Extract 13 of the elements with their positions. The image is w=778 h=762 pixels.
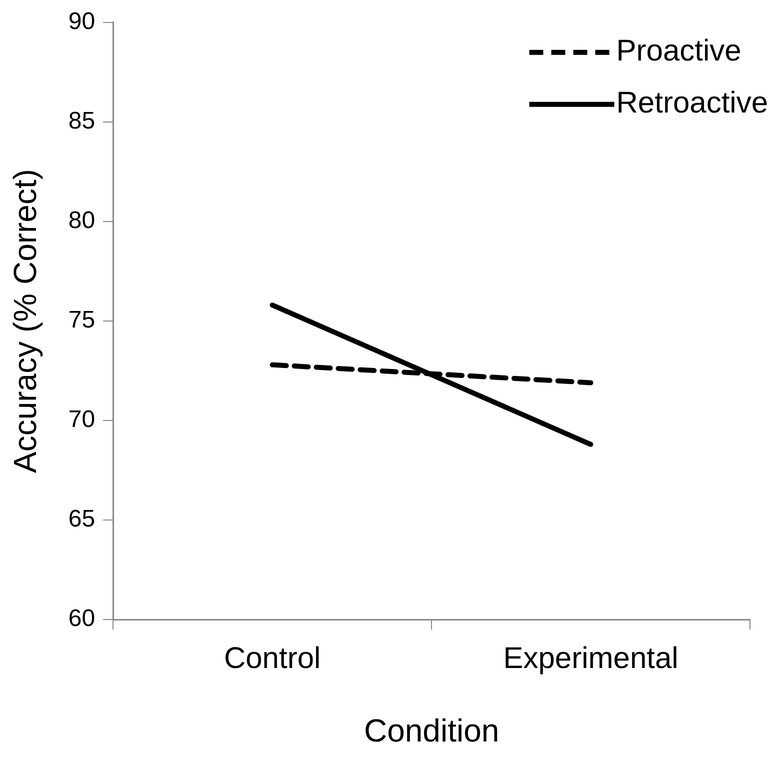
y-tick-label: 70 — [68, 406, 96, 434]
x-axis-title: Condition — [364, 712, 500, 749]
legend-label: Proactive — [616, 34, 742, 68]
y-tick-label: 90 — [68, 8, 96, 36]
y-tick-label: 85 — [68, 108, 96, 135]
x-tick-label: Control — [224, 642, 321, 675]
y-tick-label: 75 — [68, 306, 96, 334]
y-axis-title: Accuracy (% Correct) — [7, 168, 44, 474]
y-tick-label: 60 — [68, 605, 96, 632]
y-tick-label: 65 — [68, 506, 96, 533]
legend-label: Retroactive — [616, 86, 768, 120]
x-tick-label: Experimental — [503, 642, 678, 675]
y-tick-label: 80 — [68, 207, 96, 234]
